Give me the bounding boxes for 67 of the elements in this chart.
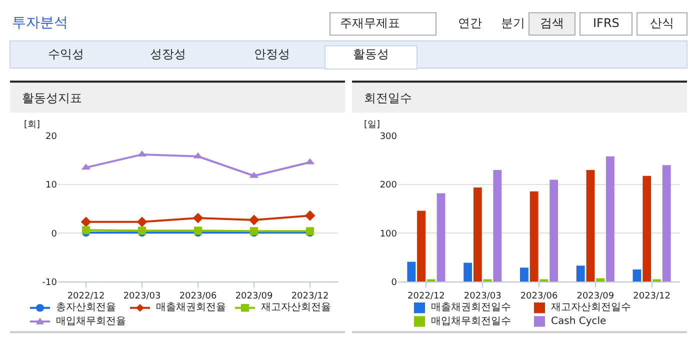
- legend-label: 매출채권회전율: [156, 302, 226, 313]
- text: 연간: [458, 16, 482, 30]
- y-tick-label: -10: [42, 278, 58, 288]
- bar: [464, 262, 472, 282]
- legend-label: 매입채무회전율: [56, 316, 126, 327]
- point: [192, 212, 204, 224]
- y-tick-label: 10: [46, 180, 58, 191]
- y-tick-label: 300: [380, 132, 398, 142]
- legend-label: 총자산회전율: [56, 302, 116, 313]
- bar: [652, 279, 661, 282]
- y-axis-title: [일]: [364, 120, 380, 130]
- text: 분기: [501, 16, 525, 30]
- point: [304, 210, 316, 221]
- text: 투자분석: [12, 15, 68, 31]
- x-tick-label: 2023/06: [179, 291, 217, 302]
- legend-label: 재고자산회전율: [261, 302, 331, 313]
- bar: [436, 193, 446, 282]
- x-tick-label: 2022/12: [67, 291, 105, 302]
- point: [82, 226, 90, 234]
- y-tick-label: 20: [46, 132, 58, 142]
- bar: [407, 262, 416, 282]
- legend-label: 매출채권회전일수: [431, 302, 511, 313]
- bar: [576, 266, 585, 282]
- bar: [642, 176, 652, 282]
- x-tick-label: 2023/03: [123, 291, 161, 302]
- y-tick-label: 0: [391, 278, 398, 288]
- bar: [426, 279, 436, 282]
- x-tick-label: 2023/12: [633, 291, 670, 302]
- point: [136, 216, 148, 228]
- y-tick-label: 200: [380, 180, 398, 191]
- bar: [632, 270, 642, 282]
- legend-label: Cash Cycle: [551, 316, 606, 327]
- point: [248, 214, 260, 226]
- y-tick-label: 100: [380, 229, 398, 240]
- legend-label: 매입채무회전일수: [431, 316, 511, 327]
- text: 안정성: [254, 47, 290, 61]
- bar: [606, 156, 614, 282]
- point: [80, 216, 92, 228]
- bar: [540, 279, 548, 282]
- bar: [662, 165, 671, 282]
- text: 주재무제표: [340, 16, 400, 30]
- legend-label: 재고자산회전일수: [551, 302, 631, 313]
- bar: [417, 210, 426, 282]
- x-tick-label: 2023/03: [464, 291, 502, 302]
- bar: [493, 170, 502, 282]
- bar: [483, 279, 492, 282]
- text: 산식: [650, 16, 674, 30]
- x-tick-label: 2023/09: [576, 291, 614, 302]
- bar: [520, 268, 528, 282]
- text: 활동성: [353, 47, 389, 61]
- text: 수익성: [48, 47, 84, 61]
- text: 검색: [540, 16, 564, 30]
- chart-title: 회전일수: [364, 91, 412, 105]
- bar: [530, 191, 538, 282]
- y-tick-label: 0: [51, 229, 58, 240]
- bar: [550, 180, 558, 282]
- y-axis-title: [회]: [24, 120, 40, 130]
- bar: [473, 187, 482, 282]
- chart-title: 활동성지표: [22, 91, 82, 105]
- x-tick-label: 2022/12: [408, 291, 445, 302]
- x-tick-label: 2023/12: [291, 291, 329, 302]
- text: 성장성: [150, 47, 186, 61]
- text: IFRS: [593, 16, 620, 30]
- bar: [596, 278, 605, 282]
- x-tick-label: 2023/06: [520, 291, 558, 302]
- bar: [586, 170, 595, 282]
- x-tick-label: 2023/09: [235, 291, 273, 302]
